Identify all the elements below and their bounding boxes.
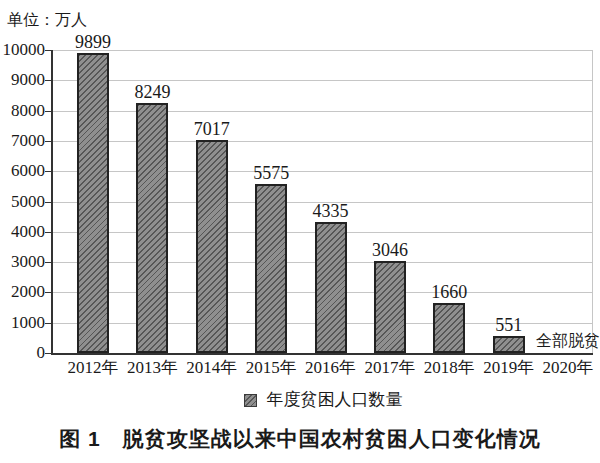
legend: 年度贫困人口数量 <box>53 391 593 409</box>
bar <box>433 303 465 353</box>
gridline <box>53 171 593 172</box>
bar-value-label: 5575 <box>235 163 307 183</box>
y-axis-tick <box>45 50 51 51</box>
bar <box>493 336 525 353</box>
y-axis-tick <box>45 80 51 81</box>
unit-label: 单位：万人 <box>7 10 87 31</box>
bar-value-label: 3046 <box>354 240 426 260</box>
y-axis-tick <box>45 353 51 354</box>
legend-hatched-swatch-icon <box>244 394 257 407</box>
bar <box>315 222 347 353</box>
y-axis-label: 2000 <box>0 282 45 302</box>
y-axis-tick <box>45 262 51 263</box>
chart-caption: 图 1 脱贫攻坚战以来中国农村贫困人口变化情况 <box>0 426 600 452</box>
y-axis-label: 5000 <box>0 192 45 212</box>
bar <box>374 261 406 353</box>
y-axis-label: 0 <box>0 343 45 363</box>
bar-value-label: 7017 <box>176 119 248 139</box>
bar-value-label: 4335 <box>295 201 367 221</box>
y-axis-label: 4000 <box>0 222 45 242</box>
x-axis-line <box>51 353 593 355</box>
y-axis-tick <box>45 202 51 203</box>
bar-value-label: 9899 <box>57 32 129 52</box>
bar <box>136 103 168 353</box>
y-axis-label: 1000 <box>0 313 45 333</box>
bar <box>196 140 228 353</box>
poverty-bar-chart: 单位：万人 年度贫困人口数量 图 1 脱贫攻坚战以来中国农村贫困人口变化情况 0… <box>0 0 600 463</box>
y-axis-label: 3000 <box>0 252 45 272</box>
y-axis-tick <box>45 111 51 112</box>
y-axis-tick <box>45 292 51 293</box>
y-axis-tick <box>45 323 51 324</box>
y-axis-label: 9000 <box>0 70 45 90</box>
y-axis-label: 7000 <box>0 131 45 151</box>
y-axis-tick <box>45 141 51 142</box>
y-axis-tick <box>45 171 51 172</box>
legend-label: 年度贫困人口数量 <box>267 391 403 409</box>
bar <box>255 184 287 353</box>
bar-value-label: 1660 <box>413 282 485 302</box>
bar-value-label: 8249 <box>116 82 188 102</box>
bar <box>77 53 109 353</box>
annotation-text: 全部脱贫 <box>528 332 600 350</box>
y-axis-label: 10000 <box>0 40 45 60</box>
y-axis-label: 6000 <box>0 161 45 181</box>
x-axis-label: 2020年 <box>532 358 600 378</box>
gridline <box>53 50 593 51</box>
gridline <box>53 141 593 142</box>
gridline <box>53 111 593 112</box>
y-axis-label: 8000 <box>0 101 45 121</box>
y-axis-tick <box>45 232 51 233</box>
